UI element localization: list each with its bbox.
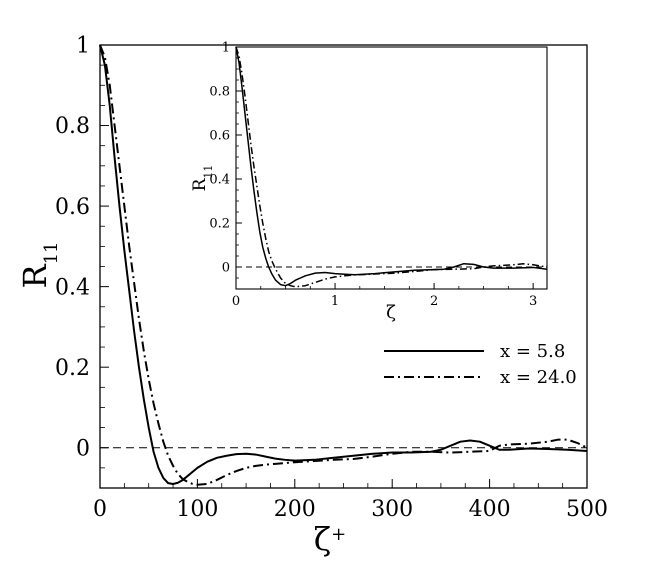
inset-ticks: 0 1 2 3 0 0.2 0.4 0.6 0.8 1	[209, 41, 537, 309]
inset-y-tick-label: 0.2	[209, 217, 230, 232]
legend-label-solid: x = 5.8	[500, 341, 565, 362]
inset-y-tick-label: 0	[222, 261, 230, 276]
main-y-label-base: R	[16, 264, 54, 289]
main-y-tick-label: 0	[76, 436, 90, 461]
main-x-tick-label: 100	[176, 497, 218, 522]
main-y-label-sub: 11	[41, 242, 62, 265]
inset-x-tick-label: 3	[529, 294, 537, 309]
inset-y-axis-label: R11	[190, 165, 215, 192]
main-x-tick-label: 400	[469, 497, 511, 522]
main-x-axis-label: ζ+	[314, 520, 346, 558]
main-series-line-solid	[99, 44, 588, 485]
legend: x = 5.8 x = 24.0	[384, 341, 577, 388]
main-x-tick-label: 300	[371, 497, 413, 522]
main-y-tick-label: 0.2	[55, 356, 90, 381]
main-x-tick-label: 0	[93, 497, 107, 522]
main-x-tick-label: 500	[566, 497, 608, 522]
main-y-tick-label: 0.8	[55, 114, 90, 139]
inset-y-label-base: R	[190, 177, 210, 191]
inset-y-label-sub: 11	[202, 165, 215, 179]
inset-x-tick-label: 2	[430, 294, 438, 309]
inset-x-tick-label: 1	[331, 294, 339, 309]
inset-series	[235, 46, 548, 288]
main-x-tick-label: 200	[274, 497, 316, 522]
main-y-tick-label: 0.6	[55, 195, 90, 220]
inset-series-line-dashdot	[235, 46, 548, 288]
inset-plot-frame	[235, 46, 548, 290]
main-x-label-sup: +	[331, 524, 346, 545]
inset-y-tick-label: 0.6	[209, 129, 230, 144]
main-series-line-dashdot	[99, 44, 588, 486]
main-y-axis-label: R11	[16, 242, 62, 289]
main-y-tick-label: 1	[76, 34, 90, 59]
inset-y-tick-label: 1	[222, 41, 230, 56]
main-x-label-base: ζ	[314, 520, 331, 558]
inset-x-tick-label: 0	[232, 294, 240, 309]
inset-y-tick-label: 0.8	[209, 85, 230, 100]
main-plot-frame	[99, 44, 588, 489]
legend-label-dashdot: x = 24.0	[500, 367, 577, 388]
main-series	[99, 44, 588, 486]
inset-x-axis-label: ζ	[386, 302, 396, 323]
main-y-tick-label: 0.4	[55, 275, 90, 300]
inset-chart: 0 1 2 3 0 0.2 0.4 0.6 0.8 1 ζ R11	[190, 41, 548, 323]
inset-y-tick-label: 0.4	[209, 173, 230, 188]
inset-series-line-solid	[235, 46, 548, 287]
